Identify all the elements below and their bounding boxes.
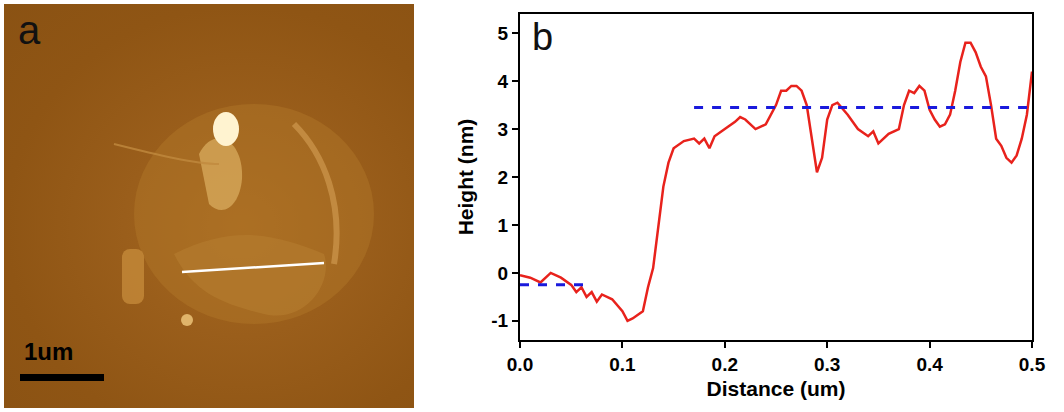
svg-text:0.3: 0.3 (814, 354, 840, 375)
svg-text:Distance (um): Distance (um) (707, 377, 846, 400)
svg-text:Height (nm): Height (nm) (454, 119, 477, 236)
svg-text:b: b (532, 16, 553, 58)
svg-text:0.2: 0.2 (712, 354, 738, 375)
svg-text:0.4: 0.4 (916, 354, 943, 375)
html-text:a: a (18, 8, 41, 52)
svg-text:0.1: 0.1 (609, 354, 636, 375)
svg-text:2: 2 (498, 167, 509, 188)
svg-text:0.5: 0.5 (1019, 354, 1046, 375)
svg-text:3: 3 (498, 119, 509, 140)
svg-text:0.0: 0.0 (507, 354, 533, 375)
svg-text:1: 1 (498, 215, 509, 236)
svg-text:5: 5 (498, 23, 509, 44)
svg-text:4: 4 (498, 71, 509, 92)
svg-text:-1: -1 (491, 310, 508, 331)
html-text:1um: 1um (24, 338, 74, 365)
svg-text:0: 0 (498, 263, 509, 284)
